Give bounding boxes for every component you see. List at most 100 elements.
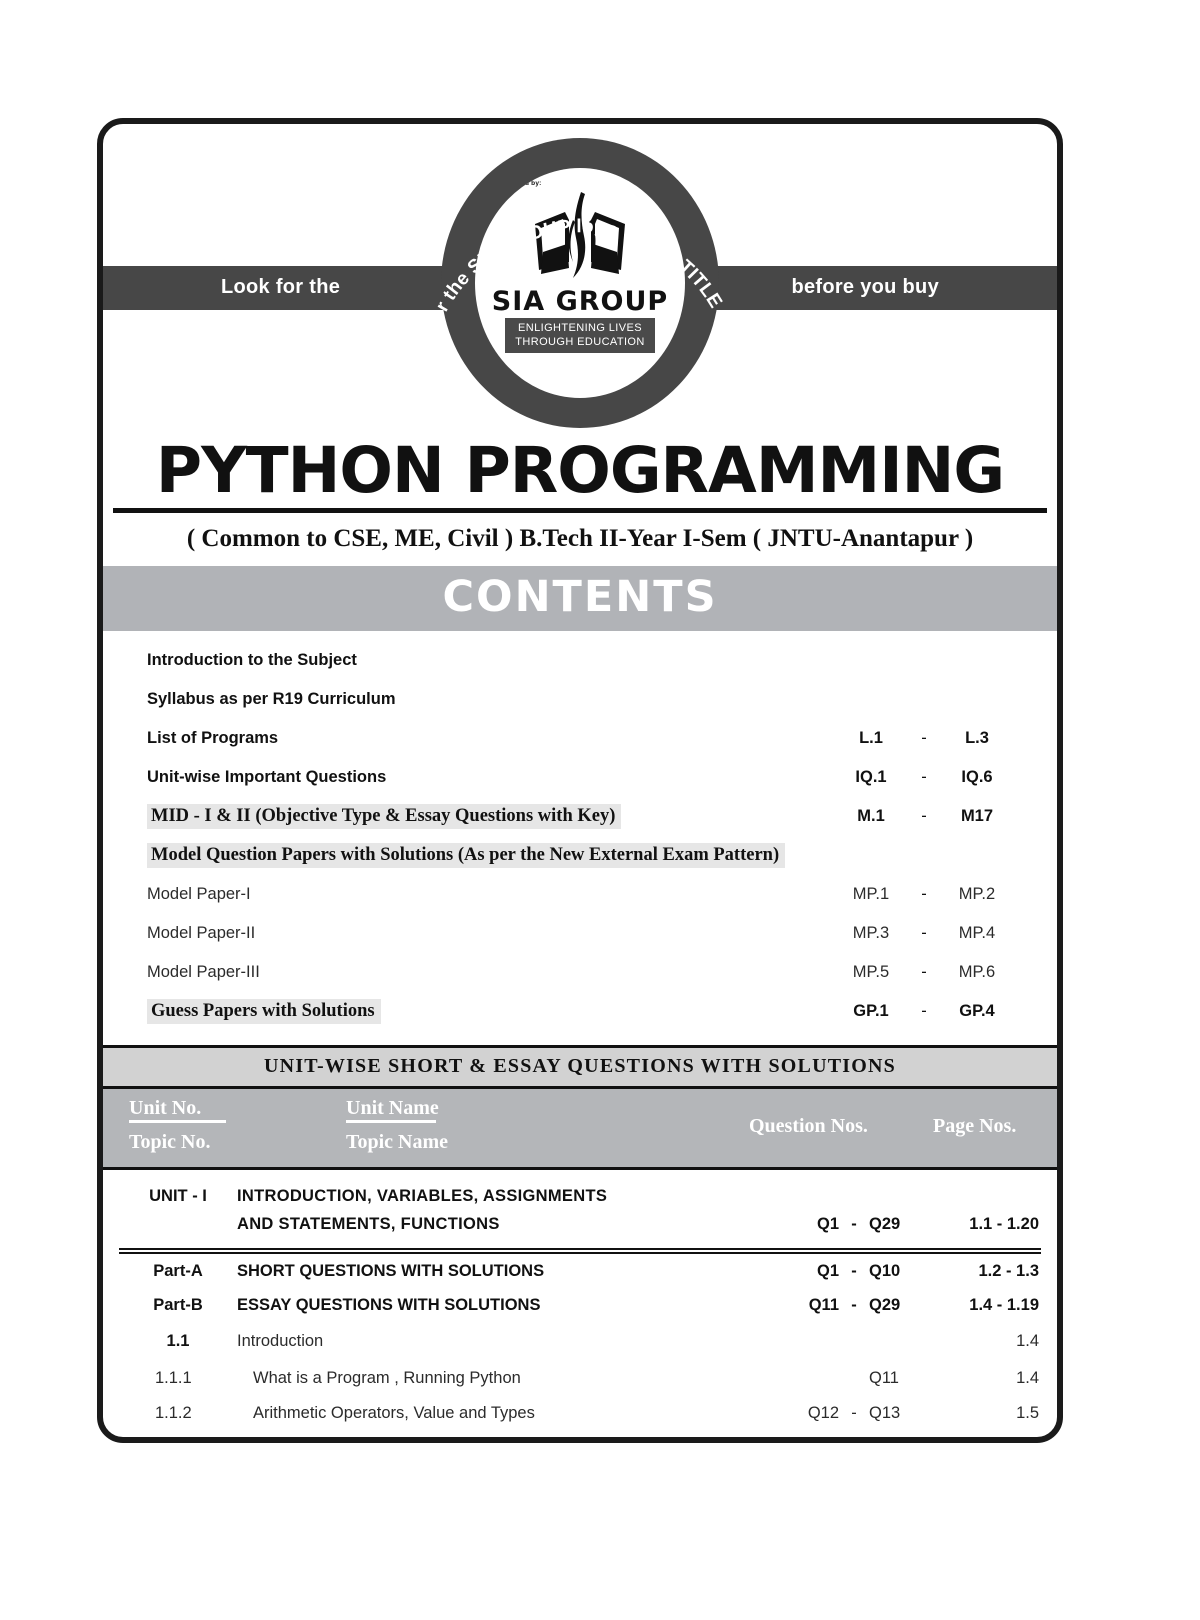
column-header-page-nos: Page Nos. bbox=[933, 1115, 1017, 1137]
table-row[interactable]: Part-B ESSAY QUESTIONS WITH SOLUTIONS Q1… bbox=[103, 1288, 1057, 1322]
unitwise-banner: UNIT-WISE SHORT & ESSAY QUESTIONS WITH S… bbox=[103, 1045, 1057, 1089]
sia-group-name: SIA GROUP bbox=[491, 286, 669, 317]
toc-label: Model Paper-III bbox=[147, 963, 260, 981]
book-flame-emblem bbox=[535, 192, 625, 278]
toc-page-dash: - bbox=[921, 924, 927, 942]
marketed-by-label: Marketed by: bbox=[499, 180, 542, 187]
toc-label: Introduction to the Subject bbox=[147, 651, 357, 669]
cell-question-dash: - bbox=[851, 1296, 857, 1314]
list-item[interactable]: Syllabus as per R19 Curriculum bbox=[147, 680, 1013, 719]
row-divider bbox=[119, 1248, 1041, 1254]
banner-right-text: before you buy bbox=[791, 276, 939, 298]
cell-topic-no: 1.1.1 bbox=[155, 1369, 192, 1387]
table-row[interactable]: UNIT - I INTRODUCTION, VARIABLES, ASSIGN… bbox=[103, 1170, 1057, 1248]
title-block: PYTHON PROGRAMMING ( Common to CSE, ME, … bbox=[103, 436, 1057, 553]
cell-page-nos: 1.4 bbox=[1016, 1332, 1039, 1350]
list-item[interactable]: Model Question Papers with Solutions (As… bbox=[147, 836, 1013, 875]
table-row[interactable]: 1.1.2 Arithmetic Operators, Value and Ty… bbox=[103, 1396, 1057, 1431]
column-header-unit-name: Unit Name bbox=[346, 1097, 439, 1119]
toc-label: Syllabus as per R19 Curriculum bbox=[147, 690, 396, 708]
cell-topic-no: Part-B bbox=[153, 1296, 203, 1314]
cell-question-to: Q10 bbox=[869, 1262, 901, 1280]
list-item[interactable]: Model Paper-II MP.3 - MP.4 bbox=[147, 914, 1013, 953]
toc-label: Unit-wise Important Questions bbox=[147, 768, 387, 786]
toc-page-dash: - bbox=[921, 1002, 927, 1020]
list-item[interactable]: Introduction to the Subject bbox=[147, 641, 1013, 680]
list-item[interactable]: Unit-wise Important Questions IQ.1 - IQ.… bbox=[147, 758, 1013, 797]
cell-question-from: Q1 bbox=[816, 1262, 839, 1280]
table-row[interactable]: 1.1.1 What is a Program , Running Python… bbox=[103, 1361, 1057, 1396]
toc-page-to: IQ.6 bbox=[961, 768, 993, 786]
column-header-topic-name: Topic Name bbox=[346, 1131, 449, 1153]
column-header-question-nos: Question Nos. bbox=[749, 1115, 868, 1137]
toc-label: Model Paper-II bbox=[147, 924, 256, 942]
toc-page-from: MP.3 bbox=[852, 924, 890, 942]
list-item[interactable]: Model Paper-I MP.1 - MP.2 bbox=[147, 875, 1013, 914]
toc-page-from: MP.5 bbox=[852, 963, 890, 981]
cell-page-nos: 1.4 bbox=[1016, 1369, 1039, 1387]
toc-page-dash: - bbox=[921, 807, 927, 825]
sia-group-tagline: ENLIGHTENING LIVES THROUGH EDUCATION bbox=[505, 318, 655, 353]
tagline-line-2: THROUGH EDUCATION bbox=[515, 336, 645, 348]
cell-question-from: Q11 bbox=[808, 1296, 839, 1314]
cell-topic-no: 1.1.2 bbox=[155, 1404, 192, 1422]
toc-page-to: MP.4 bbox=[958, 924, 996, 942]
page-title: PYTHON PROGRAMMING bbox=[155, 434, 1005, 507]
list-item[interactable]: List of Programs L.1 - L.3 bbox=[147, 719, 1013, 758]
unit-no-underline bbox=[129, 1120, 226, 1123]
cell-question-to: Q13 bbox=[869, 1404, 901, 1422]
toc-page-from: MP.1 bbox=[852, 885, 890, 903]
cell-topic-name: Arithmetic Operators, Value and Types bbox=[253, 1404, 535, 1422]
cell-unit-no: UNIT - I bbox=[149, 1187, 207, 1205]
contents-heading: CONTENTS bbox=[103, 566, 1057, 631]
cell-page-nos: 1.4 - 1.19 bbox=[969, 1296, 1039, 1314]
table-row[interactable]: Part-A SHORT QUESTIONS WITH SOLUTIONS Q1… bbox=[103, 1254, 1057, 1288]
toc-page-to: M17 bbox=[960, 807, 994, 825]
list-item[interactable]: Model Paper-III MP.5 - MP.6 bbox=[147, 953, 1013, 992]
cell-topic-name: What is a Program , Running Python bbox=[253, 1369, 521, 1387]
toc-page-dash: - bbox=[921, 729, 927, 747]
toc-page-from: M.1 bbox=[857, 807, 885, 825]
cell-topic-name: SHORT QUESTIONS WITH SOLUTIONS bbox=[237, 1262, 545, 1280]
toc-page-to: MP.2 bbox=[958, 885, 996, 903]
tagline-line-1: ENLIGHTENING LIVES bbox=[518, 322, 642, 334]
cell-question-from: Q1 bbox=[816, 1215, 839, 1233]
cell-topic-name: ESSAY QUESTIONS WITH SOLUTIONS bbox=[237, 1296, 541, 1314]
table-row[interactable]: 1.1 Introduction 1.4 bbox=[103, 1322, 1057, 1361]
page-container: Look for the before you buy Look for the… bbox=[97, 118, 1063, 1443]
list-item[interactable]: MID - I & II (Objective Type & Essay Que… bbox=[147, 797, 1013, 836]
registered-mark-icon: ® bbox=[651, 178, 659, 189]
toc-label: MID - I & II (Objective Type & Essay Que… bbox=[147, 804, 835, 829]
top-banner: Look for the before you buy Look for the… bbox=[103, 124, 1057, 444]
cell-question-dash: - bbox=[851, 1404, 857, 1422]
toc-page-from: L.1 bbox=[859, 729, 883, 747]
toc-label: Model Question Papers with Solutions (As… bbox=[147, 843, 835, 868]
toc-page-to: L.3 bbox=[965, 729, 989, 747]
cell-page-nos: 1.2 - 1.3 bbox=[978, 1262, 1039, 1280]
cell-topic-no: Part-A bbox=[153, 1262, 203, 1280]
toc-label: Model Paper-I bbox=[147, 885, 251, 903]
toc-page-dash: - bbox=[921, 768, 927, 786]
toc-page-to: MP.6 bbox=[958, 963, 996, 981]
unit-name-line-1: INTRODUCTION, VARIABLES, ASSIGNMENTS bbox=[237, 1187, 608, 1205]
unit-name-line-2: AND STATEMENTS, FUNCTIONS bbox=[237, 1215, 500, 1233]
toc-page-to: GP.4 bbox=[959, 1002, 995, 1020]
toc-page-from: GP.1 bbox=[853, 1002, 889, 1020]
toc-page-from: IQ.1 bbox=[855, 768, 887, 786]
cell-question-from: Q12 bbox=[807, 1404, 839, 1422]
cell-unit-name: INTRODUCTION, VARIABLES, ASSIGNMENTS AND… bbox=[237, 1182, 775, 1238]
cell-question-dash: - bbox=[851, 1215, 857, 1233]
list-item[interactable]: Guess Papers with Solutions GP.1 - GP.4 bbox=[147, 992, 1013, 1031]
toc-label: Guess Papers with Solutions bbox=[147, 999, 835, 1024]
cell-question-to: Q29 bbox=[869, 1215, 901, 1233]
cell-page-nos: 1.1 - 1.20 bbox=[969, 1215, 1039, 1233]
table-of-contents: Introduction to the Subject Syllabus as … bbox=[103, 631, 1057, 1039]
cell-topic-no: 1.1 bbox=[166, 1332, 190, 1350]
toc-page-dash: - bbox=[921, 963, 927, 981]
cell-question-dash: - bbox=[851, 1262, 857, 1280]
unit-name-underline bbox=[346, 1120, 436, 1123]
column-header-topic-no: Topic No. bbox=[129, 1131, 211, 1153]
unitwise-table: UNIT - I INTRODUCTION, VARIABLES, ASSIGN… bbox=[103, 1170, 1057, 1431]
column-header-unit-no: Unit No. bbox=[129, 1097, 202, 1119]
cell-page-nos: 1.5 bbox=[1016, 1404, 1039, 1422]
